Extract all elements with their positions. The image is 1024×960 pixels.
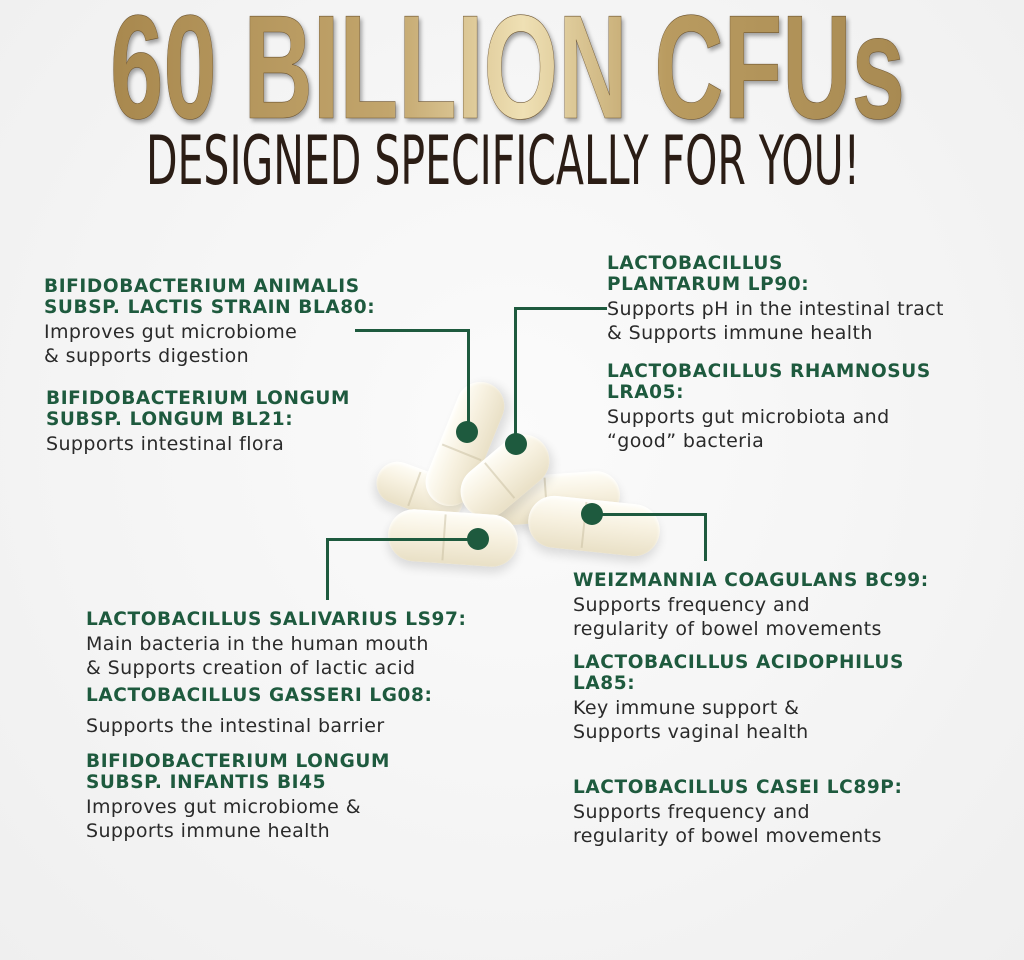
strain-benefit: Supports gut microbiota and “good” bacte… [607, 406, 890, 452]
strain-name: LACTOBACILLUS RHAMNOSUS LRA05: [607, 361, 931, 403]
strain-la85: LACTOBACILLUS ACIDOPHILUS LA85: Key immu… [573, 652, 904, 744]
strain-lra05: LACTOBACILLUS RHAMNOSUS LRA05: Supports … [607, 361, 931, 453]
strain-benefit: Supports frequency and regularity of bow… [573, 801, 882, 847]
main-title: 60 BILLION CFUs [110, 0, 905, 150]
subtitle: DESIGNED SPECIFICALLY FOR YOU! [146, 122, 860, 200]
strain-benefit: Supports the intestinal barrier [86, 715, 385, 737]
strain-name: BIFIDOBACTERIUM ANIMALIS SUBSP. LACTIS S… [44, 276, 376, 318]
strain-name: BIFIDOBACTERIUM LONGUM SUBSP. INFANTIS B… [86, 751, 390, 793]
strain-benefit: Main bacteria in the human mouth & Suppo… [86, 633, 429, 679]
strain-name: BIFIDOBACTERIUM LONGUM SUBSP. LONGUM BL2… [46, 388, 350, 430]
strain-bla80: BIFIDOBACTERIUM ANIMALIS SUBSP. LACTIS S… [44, 276, 375, 368]
strain-lp90: LACTOBACILLUS PLANTARUM LP90: Supports p… [607, 253, 944, 345]
strain-name: LACTOBACILLUS SALIVARIUS LS97: [86, 609, 467, 630]
strain-benefit: Supports frequency and regularity of bow… [573, 594, 882, 640]
strain-name: WEIZMANNIA COAGULANS BC99: [573, 570, 929, 591]
strain-bi45: BIFIDOBACTERIUM LONGUM SUBSP. INFANTIS B… [86, 751, 390, 843]
strain-name: LACTOBACILLUS CASEI LC89P: [573, 777, 903, 798]
strain-benefit: Improves gut microbiome & Supports immun… [86, 796, 361, 842]
strain-name: LACTOBACILLUS GASSERI LG08: [86, 685, 433, 706]
strain-benefit: Supports intestinal flora [46, 433, 285, 455]
strain-benefit: Key immune support & Supports vaginal he… [573, 697, 809, 743]
strain-lg08: LACTOBACILLUS GASSERI LG08: Supports the… [86, 685, 432, 739]
strain-ls97: LACTOBACILLUS SALIVARIUS LS97: Main bact… [86, 609, 466, 680]
strain-bc99: WEIZMANNIA COAGULANS BC99: Supports freq… [573, 570, 929, 641]
strain-name: LACTOBACILLUS ACIDOPHILUS LA85: [573, 652, 904, 694]
strain-lc89p: LACTOBACILLUS CASEI LC89P: Supports freq… [573, 777, 902, 848]
headline: 60 BILLION CFUs DESIGNED SPECIFICALLY FO… [110, 0, 906, 200]
strain-benefit: Improves gut microbiome & supports diges… [44, 321, 298, 367]
strain-bl21: BIFIDOBACTERIUM LONGUM SUBSP. LONGUM BL2… [46, 388, 350, 457]
strain-benefit: Supports pH in the intestinal tract & Su… [607, 298, 944, 344]
strain-name: LACTOBACILLUS PLANTARUM LP90: [607, 253, 810, 295]
